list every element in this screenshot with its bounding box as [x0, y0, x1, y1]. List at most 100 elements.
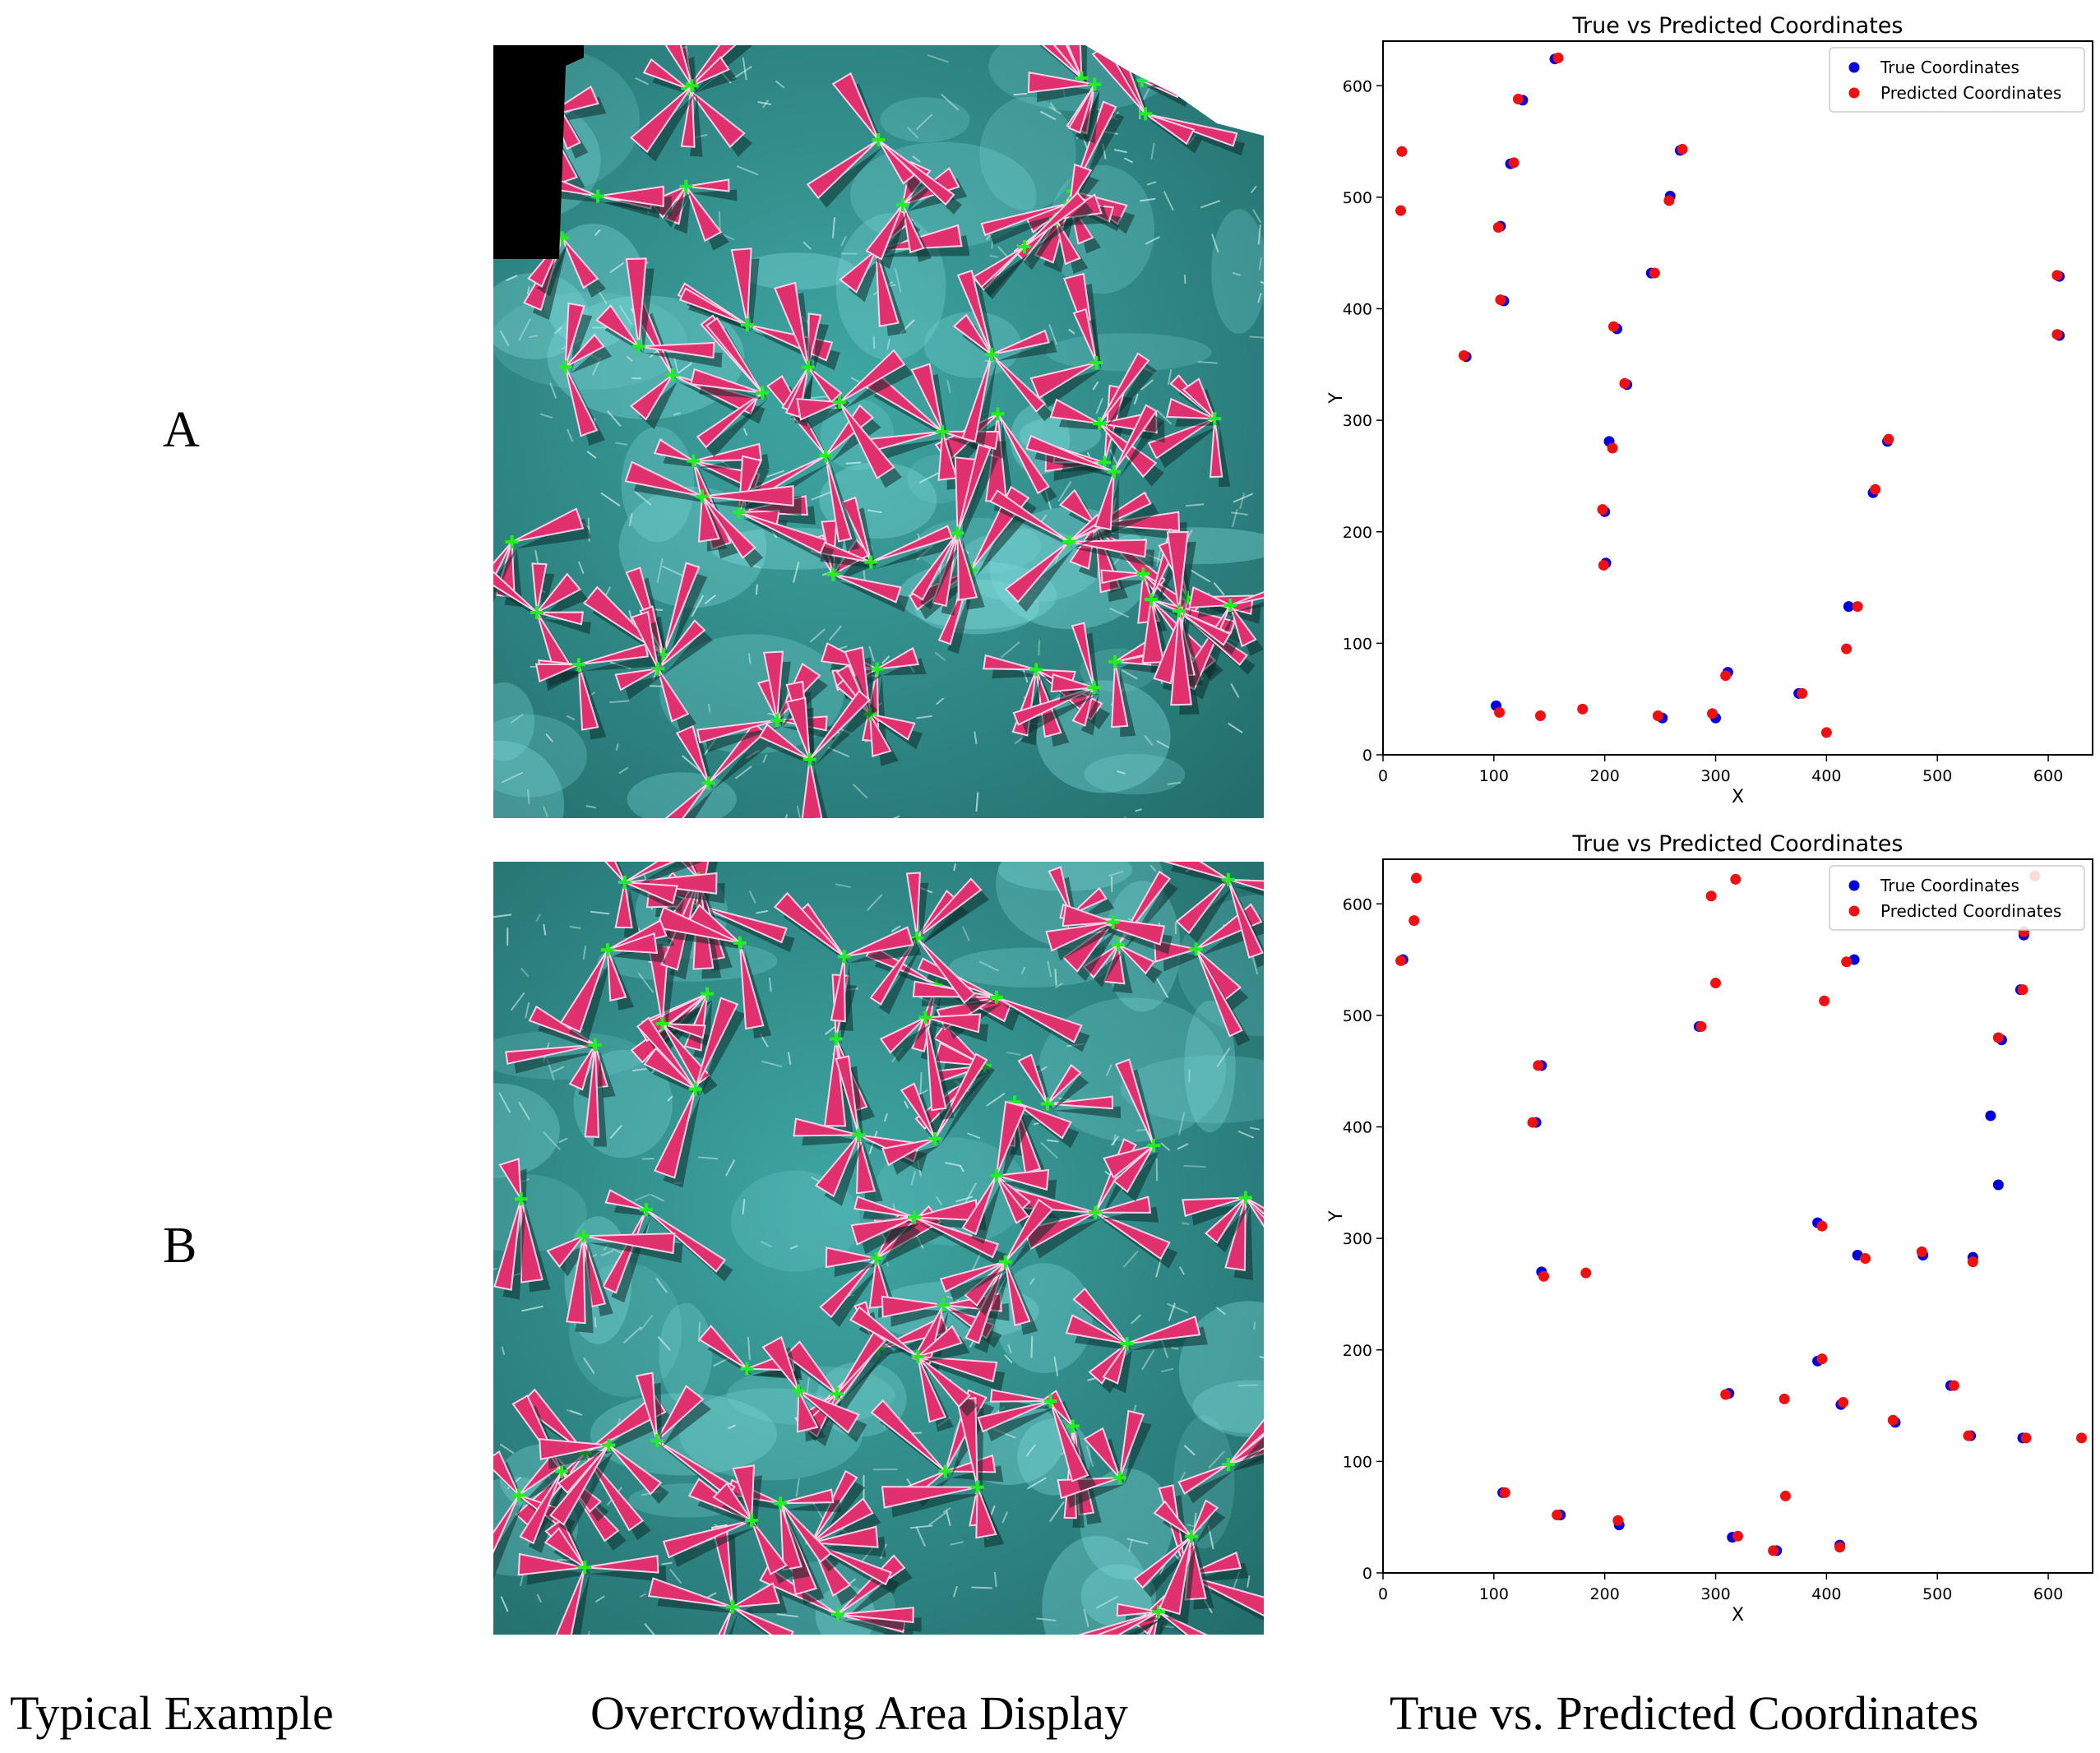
- plant-leaf: [625, 257, 647, 347]
- plant-leaf: [853, 1196, 915, 1219]
- plant-leaf: [879, 1016, 927, 1054]
- residue-streak: [916, 715, 932, 719]
- plant-leaf: [1188, 586, 1231, 609]
- residue-streak: [1144, 735, 1154, 747]
- predicted-point: [1883, 433, 1894, 445]
- plant-center-marker: [1184, 1529, 1198, 1543]
- soil-patch: [1211, 209, 1264, 334]
- residue-streak: [824, 1025, 837, 1035]
- residue-streak: [656, 558, 664, 583]
- residue-streak: [650, 1193, 665, 1202]
- plant-leaf: [1114, 1058, 1155, 1146]
- plant-center-marker: [651, 662, 665, 676]
- residue-streak: [1110, 1136, 1120, 1146]
- residue-streak: [946, 379, 951, 393]
- residue-streak: [1006, 1051, 1021, 1056]
- plant-leaf: [808, 690, 871, 761]
- residue-streak: [1113, 148, 1127, 154]
- plant-leaf: [1227, 879, 1264, 959]
- plant-leaf: [983, 654, 1037, 671]
- residue-streak: [539, 413, 553, 419]
- y-tick-label: 200: [1343, 524, 1372, 542]
- plant-leaf: [638, 341, 715, 359]
- plant-shadow: [1054, 928, 1118, 961]
- predicted-point: [1779, 1490, 1791, 1501]
- predicted-point: [1598, 559, 1609, 571]
- residue-streak: [1112, 1134, 1117, 1146]
- residue-streak: [1004, 1354, 1013, 1364]
- residue-streak: [498, 1092, 511, 1113]
- plant-leaf: [577, 664, 599, 731]
- plant-center-marker: [600, 943, 614, 957]
- plant-leaf: [1166, 397, 1215, 420]
- residue-streak: [868, 645, 875, 662]
- plant-shadow: [1092, 951, 1123, 988]
- residue-streak: [628, 513, 633, 527]
- plant-leaf: [839, 249, 877, 294]
- predicted-point: [1860, 1253, 1871, 1265]
- plant-leaf: [1190, 1499, 1219, 1538]
- plant-leaf: [1230, 591, 1264, 606]
- plant-leaf: [1065, 1314, 1128, 1345]
- plant-shadow: [879, 944, 923, 1015]
- plant-shadow: [1186, 1470, 1233, 1504]
- plant-shadow: [1146, 86, 1190, 107]
- plant-leaf: [566, 1236, 586, 1325]
- residue-streak: [1257, 224, 1261, 245]
- residue-streak: [1250, 185, 1257, 194]
- plant-shadow: [889, 1024, 931, 1063]
- residue-streak: [811, 1176, 821, 1183]
- plant-center-marker: [555, 1464, 569, 1478]
- residue-streak: [594, 229, 601, 237]
- plant-leaf: [1195, 948, 1243, 1038]
- plant-leaf: [917, 1356, 971, 1408]
- plant-shadow: [672, 1527, 757, 1567]
- plant-shadow: [1157, 425, 1220, 469]
- plant: [1162, 862, 1264, 968]
- plant-shadow: [816, 1549, 900, 1594]
- plant-leaf: [1178, 610, 1232, 646]
- plant-leaf: [995, 1100, 1027, 1176]
- plant-center-marker: [1062, 534, 1076, 548]
- plant-leaf: [738, 942, 765, 1030]
- predicted-point: [1732, 1530, 1743, 1542]
- overcrowding-image-a: [493, 45, 1264, 818]
- residue-streak: [1228, 722, 1243, 733]
- plant-leaf: [785, 696, 811, 760]
- predicted-point: [1816, 1220, 1828, 1232]
- residue-streak: [585, 805, 596, 809]
- residue-streak: [787, 1052, 792, 1065]
- plot-frame: [1382, 40, 2093, 756]
- plant-leaf: [830, 956, 846, 1023]
- plant-leaf: [956, 269, 992, 355]
- residue-streak: [1025, 1444, 1037, 1457]
- plant-shadow: [986, 1407, 1056, 1441]
- plant-shadow: [588, 1242, 613, 1316]
- plant-shadow: [1196, 1510, 1226, 1543]
- residue-streak: [732, 66, 752, 80]
- plant-center-marker: [1189, 942, 1203, 956]
- residue-streak: [1260, 280, 1264, 284]
- predicted-point: [1663, 195, 1675, 206]
- residue-streak: [993, 1571, 997, 1588]
- residue-streak: [845, 461, 862, 465]
- residue-streak: [915, 113, 933, 131]
- predicted-point: [2017, 984, 2028, 996]
- plant-leaf: [1094, 1196, 1152, 1214]
- plant-leaf: [917, 1356, 947, 1423]
- residue-streak: [1178, 1112, 1186, 1136]
- residue-streak: [567, 428, 574, 442]
- plant-leaf: [825, 456, 853, 543]
- residue-streak: [757, 100, 772, 105]
- residue-streak: [724, 1159, 736, 1177]
- plant-leaf: [840, 496, 872, 563]
- plant: [761, 1335, 867, 1443]
- plant: [493, 1158, 551, 1300]
- residue-streak: [1208, 1450, 1225, 1469]
- plant-leaf: [825, 1247, 877, 1269]
- residue-streak: [1155, 548, 1162, 567]
- residue-streak: [697, 1321, 701, 1343]
- plant-shadow: [949, 1268, 1011, 1302]
- residue-streak: [748, 890, 756, 904]
- residue-streak: [582, 945, 587, 960]
